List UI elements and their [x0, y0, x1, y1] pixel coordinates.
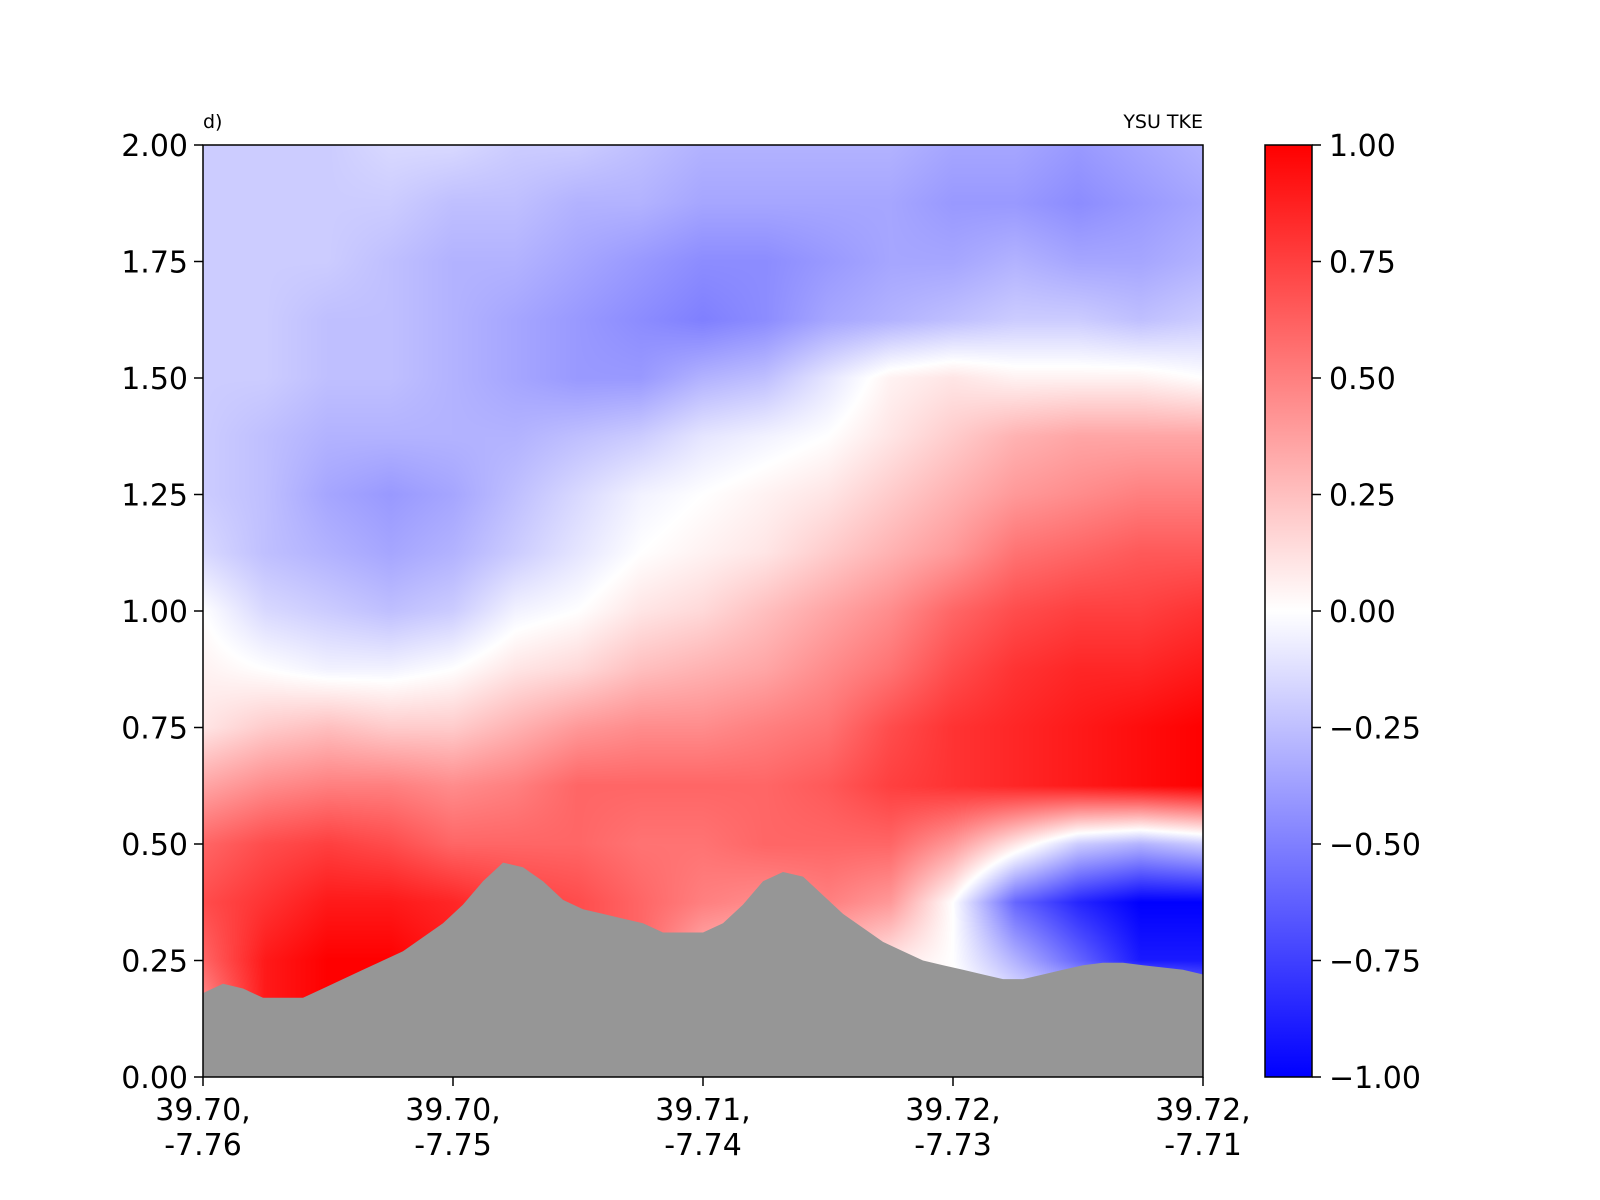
colorbar-tick-label: 0.75: [1329, 246, 1396, 281]
colorbar-tick-label: 0.25: [1329, 479, 1396, 514]
colorbar-tick-label: −0.50: [1329, 828, 1421, 863]
x-axis: 39.70, -7.76 39.70, -7.75 39.71, -7.74 39.72, -…: [155, 1077, 1251, 1163]
y-tick-label: 0.50: [121, 828, 188, 863]
y-tick-label: 0.00: [121, 1061, 188, 1096]
x-tick-label: 39.71, -7.74: [655, 1093, 750, 1163]
y-tick-label: 0.25: [121, 945, 188, 980]
x-tick-label: 39.70, -7.75: [405, 1093, 500, 1163]
y-tick-label: 2.00: [121, 129, 188, 164]
chart-title: YSU TKE: [1122, 111, 1203, 133]
colorbar-tick-label: −0.25: [1329, 712, 1421, 747]
panel-label: d): [203, 111, 222, 133]
colorbar-tick-label: 1.00: [1329, 129, 1396, 164]
colorbar-tick-label: 0.00: [1329, 595, 1396, 630]
colorbar-tick-label: −0.75: [1329, 945, 1421, 980]
colorbar-tick-label: 0.50: [1329, 362, 1396, 397]
colorbar: [1264, 144, 1313, 1078]
y-axis: 0.00 0.25 0.50 0.75 1.00 1.25 1.50 1.75 2.00: [121, 129, 203, 1096]
heatmap-field: [203, 145, 1203, 1077]
y-tick-label: 0.75: [121, 712, 188, 747]
y-tick-label: 1.50: [121, 362, 188, 397]
x-tick-label: 39.72, -7.73: [905, 1093, 1000, 1163]
y-tick-label: 1.75: [121, 246, 188, 281]
colorbar-tick-label: −1.00: [1329, 1061, 1421, 1096]
x-tick-label: 39.72, -7.71: [1155, 1093, 1250, 1163]
colorbar-axis: 1.00 0.75 0.50 0.25 0.00 −0.25 −0.50 −0.75 −1.00: [1312, 129, 1421, 1096]
terrain-fill: [203, 862, 1203, 1077]
x-tick-label: 39.70, -7.76: [155, 1093, 250, 1163]
y-tick-label: 1.00: [121, 595, 188, 630]
y-tick-label: 1.25: [121, 479, 188, 514]
